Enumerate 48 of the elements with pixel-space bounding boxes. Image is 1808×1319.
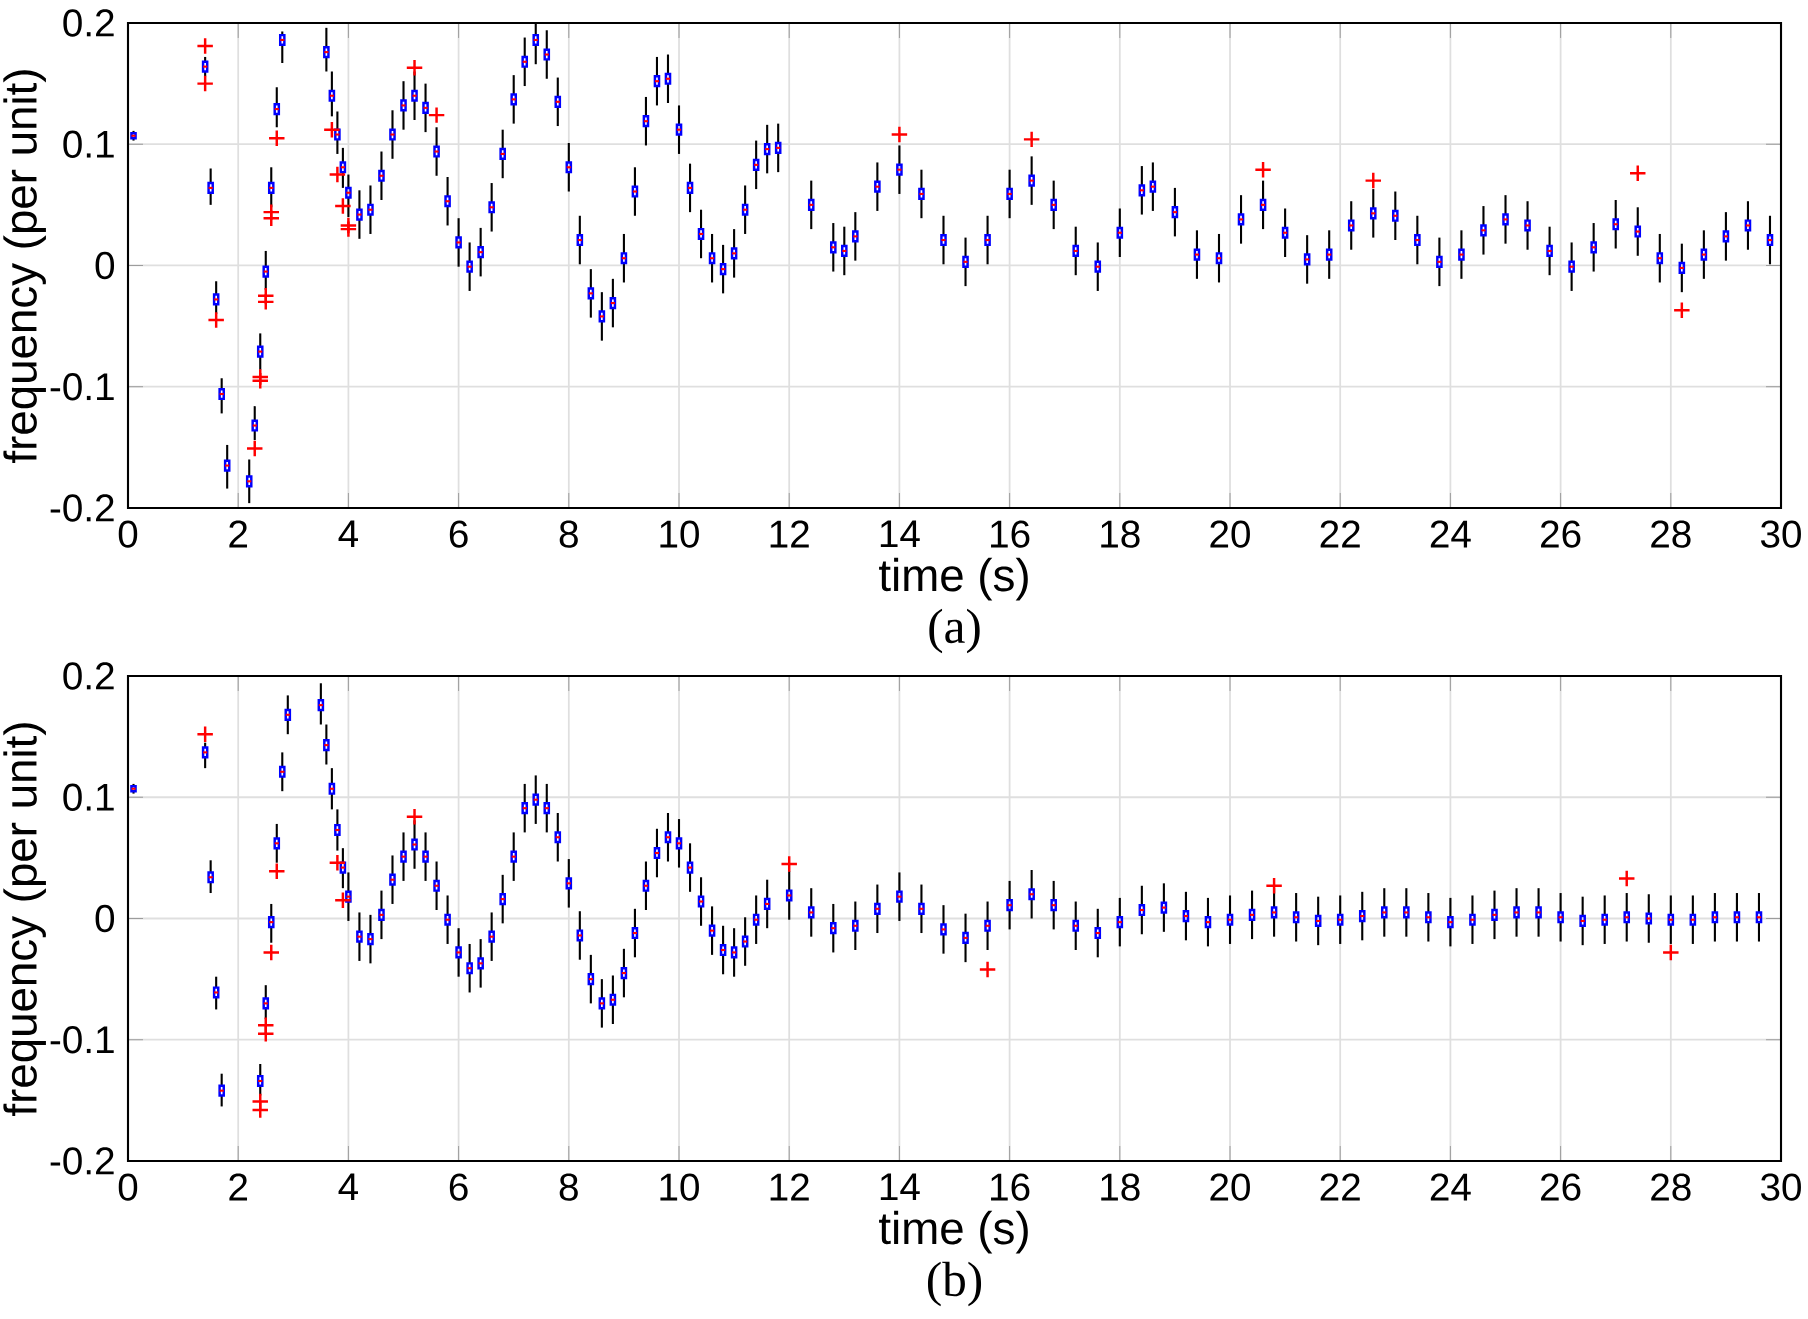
x-tick-label: 18 <box>1101 1173 1140 1201</box>
x-tick-label: 10 <box>660 1173 699 1201</box>
x-tick-label: 2 <box>229 1173 248 1201</box>
x-tick-label: 16 <box>991 520 1030 548</box>
x-tick-label: 22 <box>1320 1173 1360 1201</box>
x-tick-label: 12 <box>770 520 809 548</box>
y-tick-label: -0.1 <box>50 1026 114 1054</box>
x-tick-label: 6 <box>449 520 468 548</box>
y-tick-label: -0.1 <box>50 373 114 401</box>
y-tick-label: -0.2 <box>50 494 114 522</box>
y-tick-label: 0.2 <box>63 9 114 37</box>
y-tick-label: -0.2 <box>50 1147 114 1175</box>
y-axis-title: frequency (per unit) <box>3 723 46 1116</box>
x-axis-title: time (s) <box>879 1210 1028 1254</box>
y-tick-label: 0.1 <box>63 783 114 811</box>
y-axis-title: frequency (per unit) <box>3 70 46 463</box>
x-tick-label: 18 <box>1101 520 1140 548</box>
x-tick-label: 20 <box>1210 520 1250 548</box>
y-tick-label: 0 <box>95 904 115 933</box>
x-tick-label: 14 <box>880 520 920 548</box>
x-tick-label: 12 <box>770 1173 809 1201</box>
x-tick-label: 20 <box>1210 1173 1250 1201</box>
x-tick-label: 28 <box>1651 1173 1691 1201</box>
x-tick-label: 6 <box>449 1173 468 1201</box>
x-tick-label: 0 <box>118 520 138 548</box>
x-tick-label: 24 <box>1430 1173 1471 1201</box>
x-tick-label: 2 <box>229 520 248 548</box>
x-tick-label: 4 <box>338 520 358 548</box>
x-axis-title: time (s) <box>879 557 1028 601</box>
x-tick-label: 10 <box>660 520 699 548</box>
y-tick-label: 0.2 <box>63 662 114 690</box>
x-tick-label: 16 <box>991 1173 1030 1201</box>
x-tick-label: 26 <box>1541 520 1581 548</box>
x-tick-label: 30 <box>1761 520 1801 548</box>
x-tick-label: 8 <box>559 520 578 548</box>
x-tick-label: 24 <box>1430 520 1471 548</box>
x-tick-label: 22 <box>1320 520 1360 548</box>
x-tick-label: 28 <box>1651 520 1691 548</box>
x-tick-label: 14 <box>880 1173 920 1201</box>
y-tick-label: 0 <box>95 251 115 280</box>
x-tick-label: 0 <box>118 1173 138 1201</box>
x-tick-label: 26 <box>1541 1173 1581 1201</box>
x-tick-label: 30 <box>1761 1173 1801 1201</box>
y-tick-label: 0.1 <box>63 130 114 158</box>
text: (a) <box>929 608 980 654</box>
text: (b) <box>927 1261 982 1307</box>
x-tick-label: 8 <box>559 1173 578 1201</box>
x-tick-label: 4 <box>338 1173 358 1201</box>
